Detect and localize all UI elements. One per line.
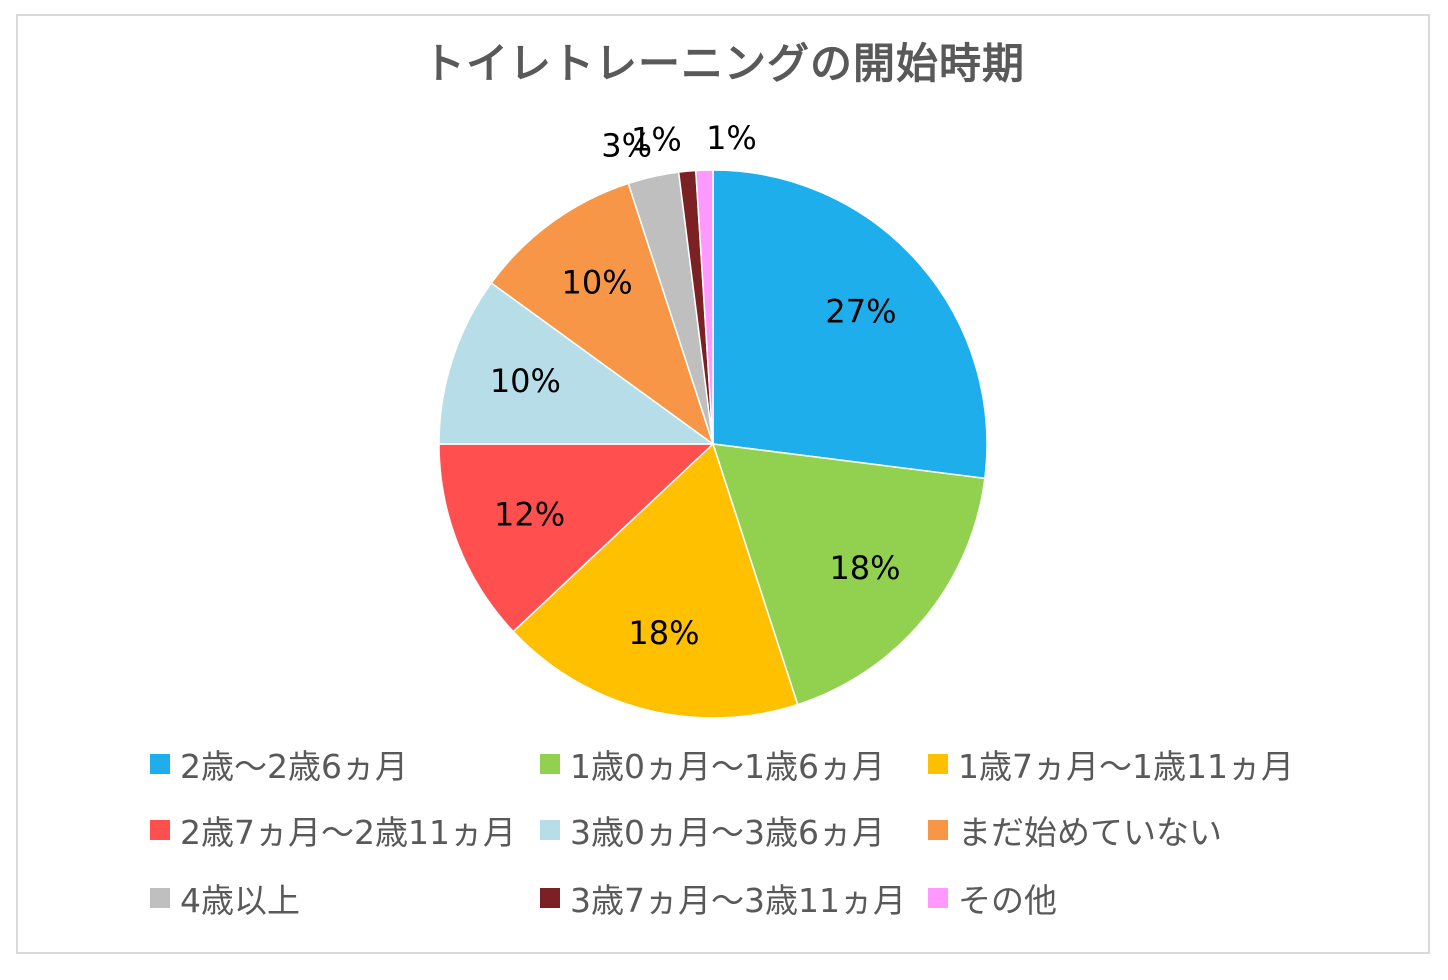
legend-item: 2歳～2歳6ヵ月 <box>150 740 408 788</box>
legend-item: 1歳7ヵ月～1歳11ヵ月 <box>928 740 1294 788</box>
chart-title: トイレトレーニングの開始時期 <box>422 39 1025 88</box>
legend-label: 1歳0ヵ月～1歳6ヵ月 <box>570 747 885 786</box>
legend-item: 3歳0ヵ月～3歳6ヵ月 <box>540 806 885 854</box>
legend-label: 2歳～2歳6ヵ月 <box>180 747 408 786</box>
pie-slice-5 <box>438 281 716 445</box>
legend-swatch <box>540 754 560 774</box>
legend-label: その他 <box>958 881 1057 920</box>
legend-label: 1歳7ヵ月～1歳11ヵ月 <box>958 747 1294 786</box>
legend-swatch <box>540 820 560 840</box>
pie-slice-6 <box>490 182 715 446</box>
legend-label: まだ始めていない <box>958 813 1222 852</box>
legend-swatch <box>540 888 560 908</box>
pie-slice-2 <box>711 443 986 706</box>
pie-data-label-4: 12% <box>494 496 565 534</box>
legend-item: 1歳0ヵ月～1歳6ヵ月 <box>540 740 885 788</box>
pie-data-label-7: 3% <box>601 126 652 164</box>
legend-swatch <box>150 820 170 840</box>
legend-item: 4歳以上 <box>150 874 300 922</box>
pie-data-label-5: 10% <box>490 362 561 400</box>
legend-swatch <box>150 754 170 774</box>
legend-swatch <box>928 888 948 908</box>
pie-data-label-6: 10% <box>561 263 632 301</box>
legend-swatch <box>928 754 948 774</box>
legend-label: 2歳7ヵ月～2歳11ヵ月 <box>180 813 516 852</box>
legend-label: 3歳7ヵ月～3歳11ヵ月 <box>570 881 906 920</box>
pie-data-label-1: 27% <box>825 293 896 331</box>
pie-slice-3 <box>512 442 799 719</box>
pie-slice-9 <box>694 169 714 445</box>
legend-item: まだ始めていない <box>928 806 1222 854</box>
chart-legend: 2歳～2歳6ヵ月 1歳0ヵ月～1歳6ヵ月 1歳7ヵ月～1歳11ヵ月 2歳7ヵ月～2歳1… <box>150 740 1350 940</box>
legend-item: その他 <box>928 874 1057 922</box>
legend-item: 2歳7ヵ月～2歳11ヵ月 <box>150 806 516 854</box>
pie-data-label-3: 18% <box>628 614 699 652</box>
pie-data-label-8: 1% <box>631 120 682 158</box>
legend-swatch <box>928 820 948 840</box>
pie-data-label-9: 1% <box>706 119 757 157</box>
legend-item: 3歳7ヵ月～3歳11ヵ月 <box>540 874 906 922</box>
legend-label: 4歳以上 <box>180 881 300 920</box>
pie-data-label-2: 18% <box>829 549 900 587</box>
pie-slice-1 <box>712 169 988 480</box>
pie-slice-4 <box>438 443 715 633</box>
legend-swatch <box>150 888 170 908</box>
legend-label: 3歳0ヵ月～3歳6ヵ月 <box>570 813 885 852</box>
